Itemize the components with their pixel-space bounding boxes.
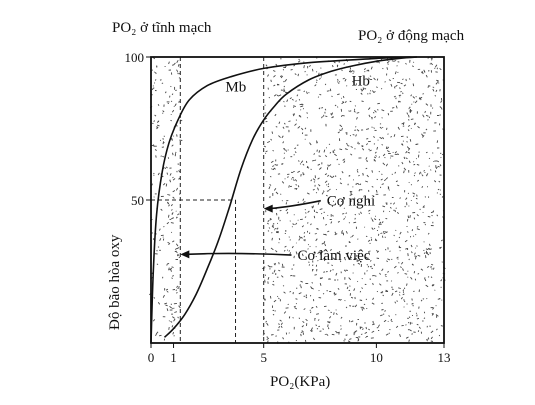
annotation-label: Cơ làm việc bbox=[298, 248, 371, 264]
x-tick-label: 5 bbox=[260, 350, 267, 365]
series-line-hb bbox=[165, 57, 418, 337]
annotation-label: Mb bbox=[225, 79, 246, 95]
x-tick-label: 10 bbox=[370, 350, 383, 365]
series-layer bbox=[151, 57, 417, 343]
y-tick-label: 100 bbox=[125, 50, 145, 65]
x-axis-label: PO₂(KPa) bbox=[270, 374, 330, 390]
vertical-lines bbox=[151, 57, 264, 343]
annotation-label: Hb bbox=[352, 74, 370, 90]
x-tick-label: 13 bbox=[438, 350, 451, 365]
annotation-arrowhead bbox=[180, 250, 189, 258]
title-left: PO₂ ở tĩnh mạch bbox=[112, 20, 212, 36]
x-tick-label: 0 bbox=[148, 350, 155, 365]
annotation-arrowhead bbox=[264, 205, 273, 213]
title-right: PO₂ ở động mạch bbox=[358, 28, 465, 44]
shaded-region-1 bbox=[149, 58, 182, 341]
x-tick-label: 1 bbox=[170, 350, 177, 365]
y-tick-label: 50 bbox=[131, 193, 144, 208]
annotation-arrow-line bbox=[186, 253, 291, 255]
annotation-label: Cơ nghỉ bbox=[327, 194, 375, 210]
y-axis-label: Độ bão hòa oxy bbox=[107, 234, 123, 330]
